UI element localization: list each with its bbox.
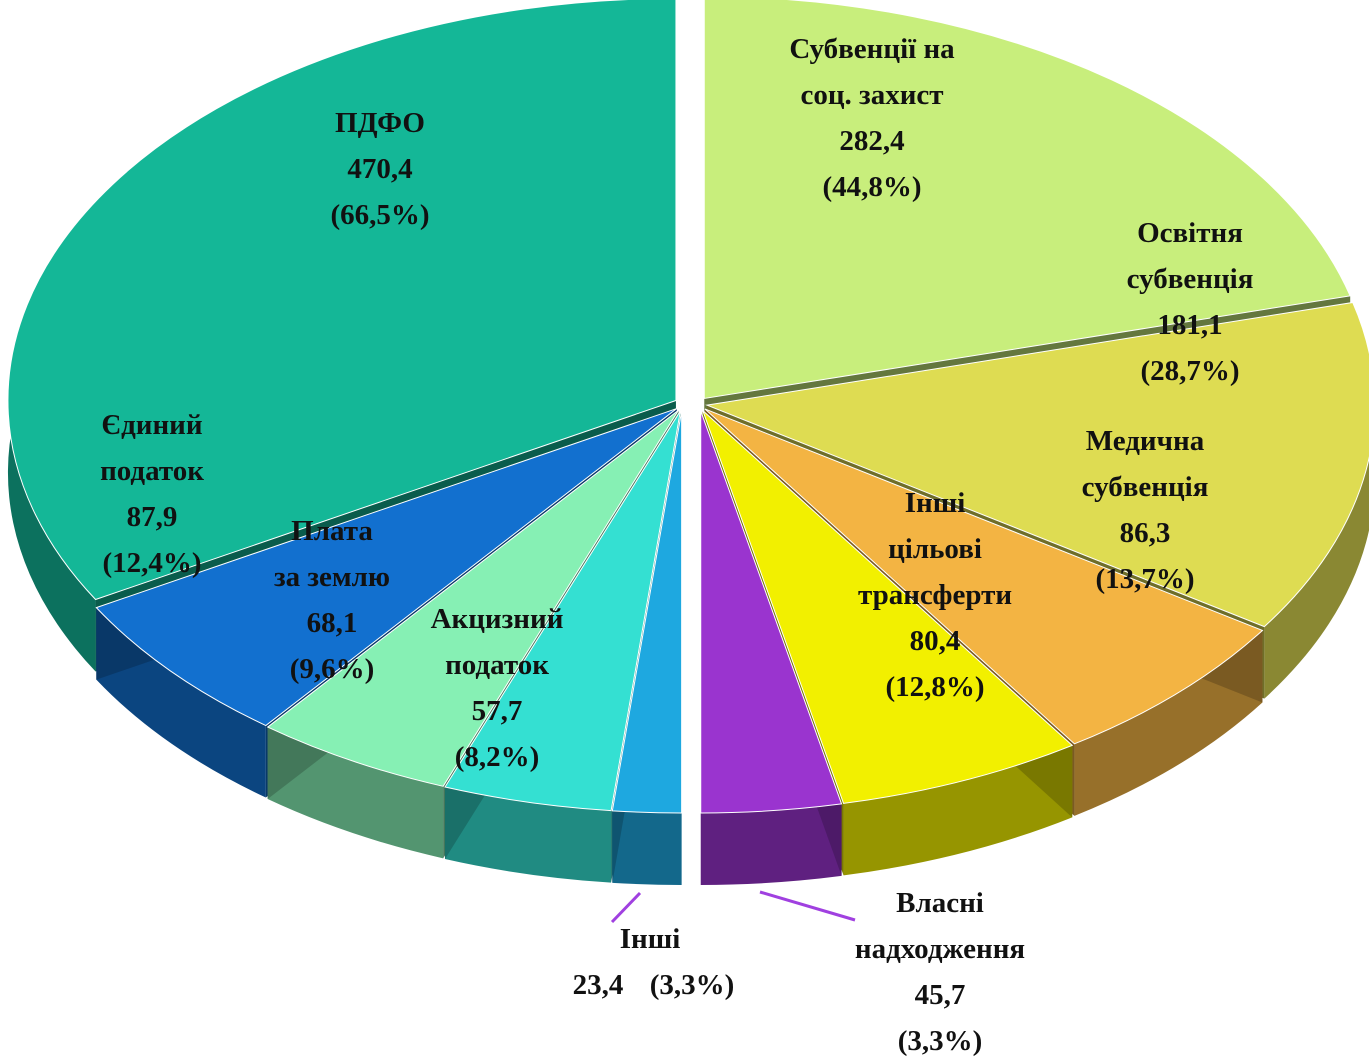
value-label: 80,4 [910,625,961,657]
slice [95,408,678,727]
slice-label: Єдиний податок [100,409,204,487]
percent-label: (9,6%) [290,653,375,685]
value-label: 57,7 [472,695,523,727]
slice-label: Інші цільові трансферти [858,487,1012,611]
leader-line [610,891,642,924]
slice-side [1264,302,1369,699]
slice [7,0,677,601]
percent-label: (3,3%) [898,1025,983,1057]
percent-label: (66,5%) [330,199,429,231]
slice-side [843,745,1073,876]
value-label: 87,9 [127,501,178,533]
percent-label: (3,3%) [650,969,735,1001]
slice [702,410,1074,804]
slice-label: Власні надходження [855,887,1025,965]
value-label: 68,1 [307,607,358,639]
percent-label: (8,2%) [455,741,540,773]
percent-label: (13,7%) [1095,563,1194,595]
slice-label: Акцизний податок [431,603,564,681]
percent-label: (28,7%) [1140,355,1239,387]
slice [611,410,683,814]
slice-side [700,803,842,885]
slice [266,409,679,787]
slice-label: Інші [620,923,681,955]
slice [703,0,1351,400]
slice [444,410,681,812]
slice-label: Плата за землю [274,515,390,593]
labels: Субвенції на соц. захист 282,4 (44,8%) Освіт… [100,33,1253,1057]
slice-side [612,810,682,885]
value-label: 86,3 [1120,517,1171,549]
pie [7,0,1369,885]
slice-label: Субвенції на соц. захист [789,33,955,111]
slice [704,408,1264,745]
leader-line [759,890,856,922]
slice-side [444,787,612,883]
value-label: 181,1 [1157,309,1222,341]
percent-label: (12,4%) [102,547,201,579]
value-label: 23,4 [573,969,624,1001]
slice-label: Медична субвенція [1082,425,1209,503]
value-label: 282,4 [839,125,904,157]
slice-label: Освітня субвенція [1127,217,1254,295]
value-label: 45,7 [915,979,966,1011]
percent-label: (44,8%) [822,171,921,203]
slice [705,301,1369,628]
slice [700,410,843,814]
slice-label: ПДФО [335,107,425,139]
percent-label: (12,8%) [885,671,984,703]
value-label: 470,4 [347,153,412,185]
